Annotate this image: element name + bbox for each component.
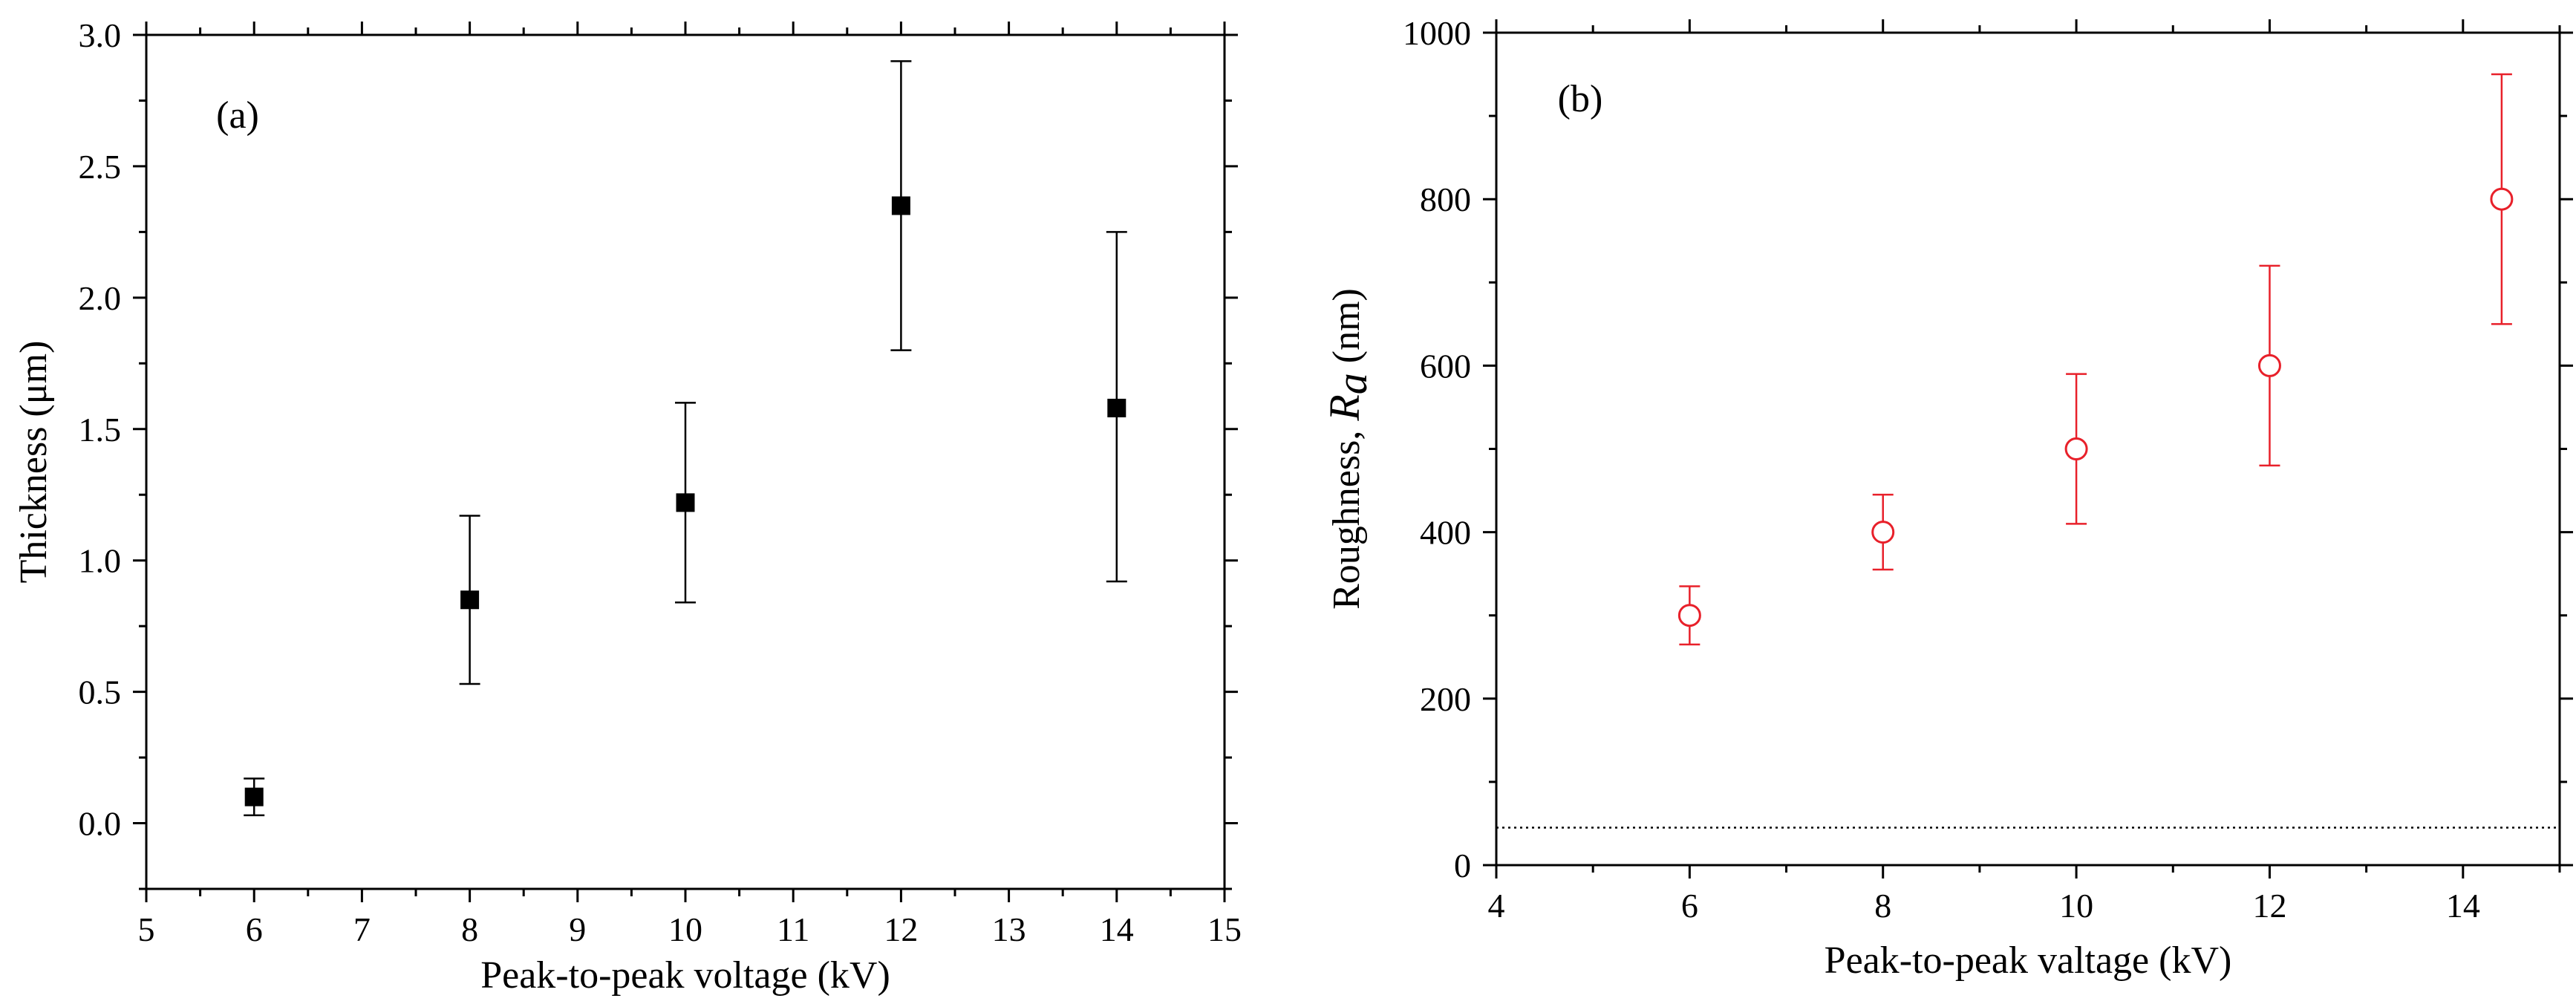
- panel-b-data-point: [2257, 353, 2281, 377]
- panel-a-x-tick-label: 5: [138, 910, 155, 948]
- panel-b-roughness-chart: 4 6 8 10 12 14 0 200 400 600 800 1000 (b) Peak-to-pea…: [1320, 14, 2573, 982]
- panel-a-x-tick-label: 15: [1207, 910, 1242, 948]
- panel-b-x-axis-label: Peak-to-peak valtage (kV): [1825, 939, 2232, 982]
- panel-b-data-point: [1677, 604, 1701, 628]
- panel-a-data-point: [676, 493, 695, 512]
- panel-b-x-tick-label: 8: [1874, 887, 1891, 925]
- panel-a-thickness-chart: 5 6 7 8 9 10 11 12 13 14 15 0.0 0.5 1.0 1.5 2.0 2.5 3.0 (a…: [13, 16, 1242, 997]
- panel-a-x-tick-label: 9: [569, 910, 586, 948]
- panel-b-y-tick-label: 400: [1420, 514, 1471, 552]
- panel-b-data-point: [2490, 187, 2514, 211]
- panel-a-y-tick-label: 3.0: [79, 16, 122, 54]
- panel-a-data-point: [1107, 398, 1126, 417]
- panel-a-y-axis-label: Thickness (μm): [13, 341, 55, 584]
- panel-a-x-tick-label: 8: [461, 910, 478, 948]
- panel-b-data-point: [2064, 437, 2088, 460]
- panel-a-x-tick-label: 7: [353, 910, 371, 948]
- panel-a-y-tick-label: 1.5: [79, 411, 122, 449]
- panel-a-x-tick-label: 10: [668, 910, 702, 948]
- panel-b-data-point: [1871, 521, 1895, 544]
- panel-a-x-tick-label: 11: [777, 910, 809, 948]
- panel-a-y-tick-label: 0.0: [79, 805, 122, 843]
- panel-a-y-tick-label: 2.5: [79, 148, 122, 186]
- panel-a-x-tick-label: 6: [246, 910, 263, 948]
- panel-a-data-point: [460, 590, 480, 610]
- panel-a-y-tick-label: 0.5: [79, 674, 122, 711]
- panel-b-label: (b): [1558, 78, 1603, 120]
- panel-b-x-tick-label: 12: [2252, 887, 2286, 925]
- panel-b-x-tick-label: 4: [1488, 887, 1505, 925]
- panel-a-y-tick-label: 2.0: [79, 279, 122, 317]
- panel-a-x-tick-label: 12: [884, 910, 918, 948]
- panel-a-label: (a): [216, 94, 259, 137]
- panel-a-y-tick-label: 1.0: [79, 542, 122, 580]
- panel-a-data-point: [244, 787, 264, 806]
- panel-b-y-tick-label: 1000: [1403, 14, 1471, 52]
- panel-b-y-tick-label: 200: [1420, 680, 1471, 718]
- panel-b-y-axis-label: Roughness, Ra (nm): [1320, 288, 1376, 610]
- panel-b-y-tick-label: 600: [1420, 347, 1471, 385]
- panel-b-x-tick-label: 6: [1681, 887, 1698, 925]
- panel-b-plot-frame: [1495, 31, 2561, 867]
- panel-a-x-tick-label: 13: [992, 910, 1026, 948]
- panel-a-x-axis-label: Peak-to-peak voltage (kV): [480, 954, 890, 997]
- panel-b-x-tick-label: 14: [2446, 887, 2480, 925]
- panel-b-y-tick-label: 800: [1420, 180, 1471, 218]
- panel-a-data-point: [891, 196, 910, 215]
- panel-b-x-tick-label: 10: [2059, 887, 2093, 925]
- panel-b-y-tick-label: 0: [1454, 847, 1471, 884]
- panel-a-x-tick-label: 14: [1100, 910, 1134, 948]
